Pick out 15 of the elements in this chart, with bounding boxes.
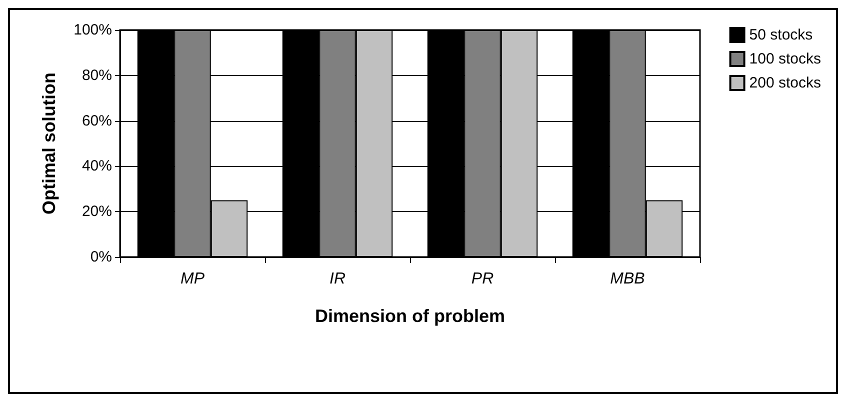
y-tick-label: 100% [74,22,112,38]
legend-label: 100 stocks [749,50,822,68]
y-tick-label: 60% [82,112,112,130]
legend-label: 200 stocks [749,74,822,92]
y-tick-label: 80% [82,66,112,84]
x-tick-label: MBB [610,270,646,288]
x-tick-label: PR [471,270,494,288]
y-tick-label: 0% [90,248,112,266]
legend-label: 50 stocks [749,26,813,44]
y-tick-label: 40% [82,158,112,175]
x-axis-title: Dimension of problem [314,306,506,326]
x-tick-label: IR [330,270,346,288]
x-tick-label: MP [180,270,205,288]
y-tick-label: 20% [82,203,112,220]
y-axis-title: Optimal solution [39,72,59,214]
